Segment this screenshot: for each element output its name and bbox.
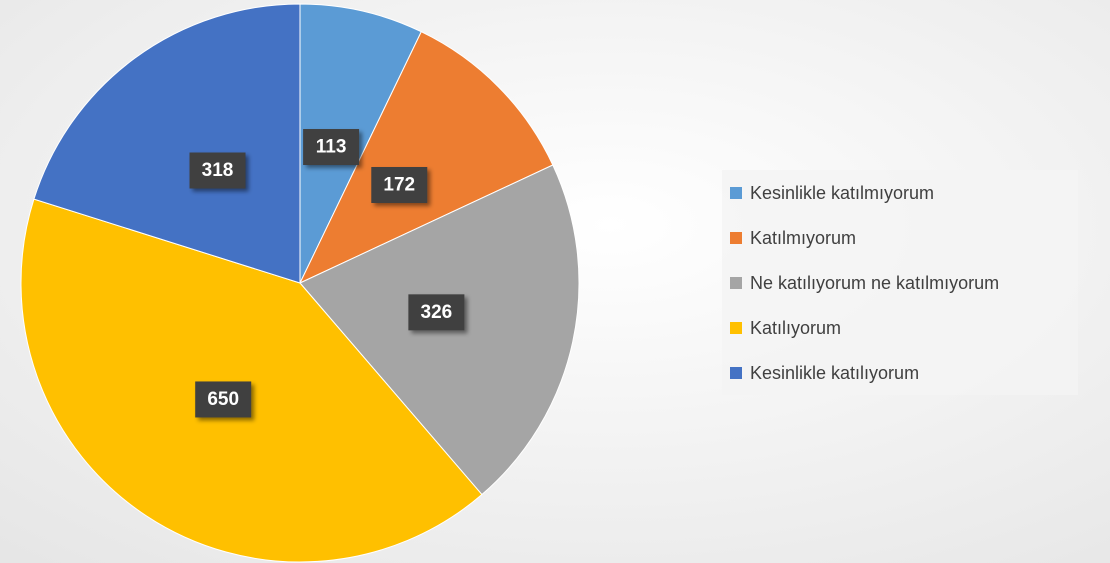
- pie-slice: [299, 3, 422, 284]
- legend-swatch: [730, 322, 742, 334]
- legend-label: Kesinlikle katılıyorum: [750, 363, 919, 383]
- legend-box: [722, 170, 1078, 395]
- data-label-text: 650: [207, 389, 239, 410]
- data-label-box: [408, 294, 465, 331]
- legend-label: Kesinlikle katılmıyorum: [750, 183, 934, 203]
- data-label-text: 326: [421, 302, 453, 323]
- legend-swatch: [730, 232, 742, 244]
- legend-swatch: [730, 367, 742, 379]
- data-label: 318: [189, 152, 246, 189]
- pie-slice: [20, 198, 483, 563]
- legend-swatch: [730, 187, 742, 199]
- legend-label: Katılmıyorum: [750, 228, 856, 248]
- data-label-box: [195, 381, 252, 418]
- legend-label: Ne katılıyorum ne katılmıyorum: [750, 273, 999, 293]
- legend-swatch: [730, 277, 742, 289]
- data-label: 650: [195, 381, 252, 418]
- data-label-box: [189, 152, 246, 189]
- data-label-text: 318: [202, 160, 234, 181]
- data-label-text: 172: [383, 174, 415, 195]
- pie-slice: [298, 31, 554, 285]
- legend: Kesinlikle katılmıyorum Katılmıyorum Ne ka…: [730, 183, 999, 383]
- legend-label: Katılıyorum: [750, 318, 841, 338]
- pie: 113 172 326 650 318: [20, 3, 580, 563]
- data-label: 113: [303, 129, 360, 166]
- data-label: 326: [408, 294, 465, 331]
- data-label-box: [303, 129, 360, 166]
- pie-slice: [33, 3, 301, 284]
- data-label-text: 113: [316, 137, 347, 158]
- data-label-box: [371, 166, 428, 203]
- data-label: 172: [371, 166, 428, 203]
